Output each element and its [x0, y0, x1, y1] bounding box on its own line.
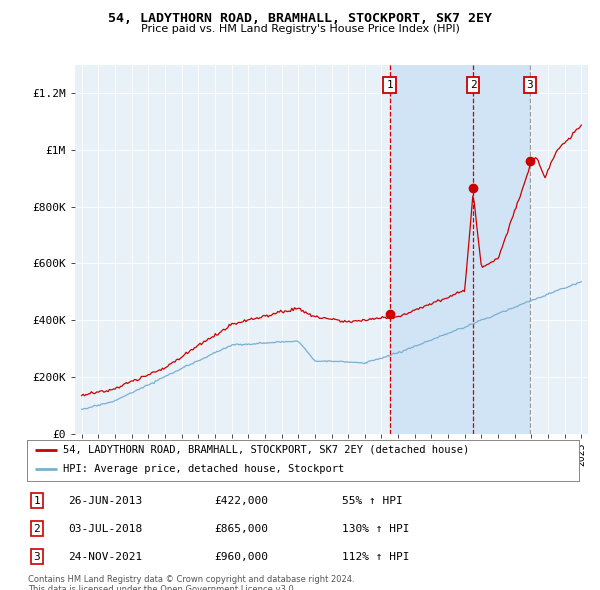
Text: 03-JUL-2018: 03-JUL-2018 [68, 524, 143, 533]
Text: £865,000: £865,000 [215, 524, 269, 533]
Text: HPI: Average price, detached house, Stockport: HPI: Average price, detached house, Stoc… [63, 464, 344, 474]
Text: 2: 2 [470, 80, 476, 90]
Text: 112% ↑ HPI: 112% ↑ HPI [341, 552, 409, 562]
Text: 54, LADYTHORN ROAD, BRAMHALL, STOCKPORT, SK7 2EY: 54, LADYTHORN ROAD, BRAMHALL, STOCKPORT,… [108, 12, 492, 25]
Text: £960,000: £960,000 [215, 552, 269, 562]
Text: 55% ↑ HPI: 55% ↑ HPI [341, 496, 403, 506]
Text: 24-NOV-2021: 24-NOV-2021 [68, 552, 143, 562]
Bar [389, 65, 530, 434]
Text: 2: 2 [34, 524, 40, 533]
Text: 54, LADYTHORN ROAD, BRAMHALL, STOCKPORT, SK7 2EY (detached house): 54, LADYTHORN ROAD, BRAMHALL, STOCKPORT,… [63, 445, 469, 455]
Text: 1: 1 [34, 496, 40, 506]
Text: 26-JUN-2013: 26-JUN-2013 [68, 496, 143, 506]
Text: 3: 3 [34, 552, 40, 562]
Text: 130% ↑ HPI: 130% ↑ HPI [341, 524, 409, 533]
Text: Price paid vs. HM Land Registry's House Price Index (HPI): Price paid vs. HM Land Registry's House … [140, 24, 460, 34]
Text: Contains HM Land Registry data © Crown copyright and database right 2024.
This d: Contains HM Land Registry data © Crown c… [28, 575, 355, 590]
Text: 1: 1 [386, 80, 393, 90]
Text: £422,000: £422,000 [215, 496, 269, 506]
Text: 3: 3 [526, 80, 533, 90]
